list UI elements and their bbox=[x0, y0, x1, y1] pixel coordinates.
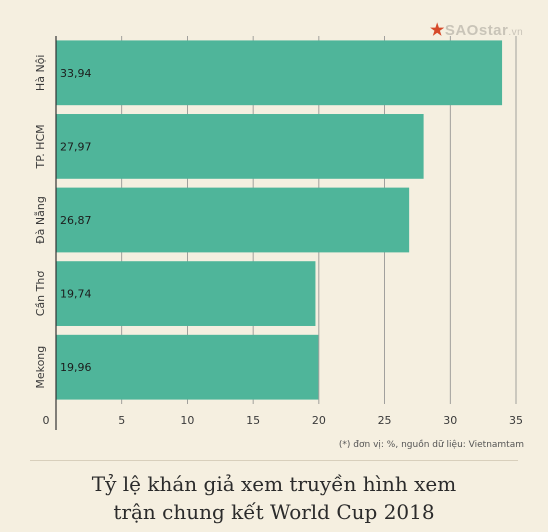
category-label: Đà Nẵng bbox=[34, 196, 47, 244]
x-tick-label: 5 bbox=[118, 414, 125, 427]
chart-title-line-1: Tỷ lệ khán giả xem truyền hình xem bbox=[91, 472, 457, 496]
x-tick-label: 0 bbox=[43, 414, 50, 427]
x-tick-label: 30 bbox=[443, 414, 457, 427]
x-tick-label: 15 bbox=[246, 414, 260, 427]
value-label: 19,74 bbox=[60, 288, 92, 301]
chart-title-line-2: trận chung kết World Cup 2018 bbox=[113, 500, 435, 524]
value-label: 26,87 bbox=[60, 214, 92, 227]
category-label: Hà Nội bbox=[34, 55, 47, 92]
x-tick-label: 20 bbox=[312, 414, 326, 427]
divider bbox=[30, 460, 518, 461]
saostar-logo: ★SAOstar.vn bbox=[430, 20, 523, 40]
bar bbox=[56, 40, 503, 106]
value-label: 19,96 bbox=[60, 361, 92, 374]
bar-chart: 33,94 Hà Nội 27,97 TP. HCM 26,87 Đà Nẵng 19,74… bbox=[34, 36, 523, 430]
category-label: Mekong bbox=[34, 346, 47, 389]
x-tick-label: 25 bbox=[378, 414, 392, 427]
value-label: 33,94 bbox=[60, 67, 92, 80]
bar bbox=[56, 114, 424, 179]
category-label: TP. HCM bbox=[34, 124, 47, 169]
bar bbox=[56, 187, 410, 253]
x-tick-label: 35 bbox=[509, 414, 523, 427]
chart-title: Tỷ lệ khán giả xem truyền hình xem trận … bbox=[0, 470, 548, 526]
bar bbox=[56, 334, 319, 400]
star-icon: ★ bbox=[430, 22, 445, 39]
source-note: (*) đơn vị: %, nguồn dữ liệu: Vietnamtam bbox=[338, 440, 524, 450]
logo-suffix: .vn bbox=[508, 27, 524, 38]
value-label: 27,97 bbox=[60, 140, 92, 153]
bar bbox=[56, 261, 316, 326]
x-tick-label: 10 bbox=[180, 414, 194, 427]
logo-brand: SAOstar bbox=[444, 22, 509, 39]
category-label: Cần Thơ bbox=[34, 271, 47, 317]
